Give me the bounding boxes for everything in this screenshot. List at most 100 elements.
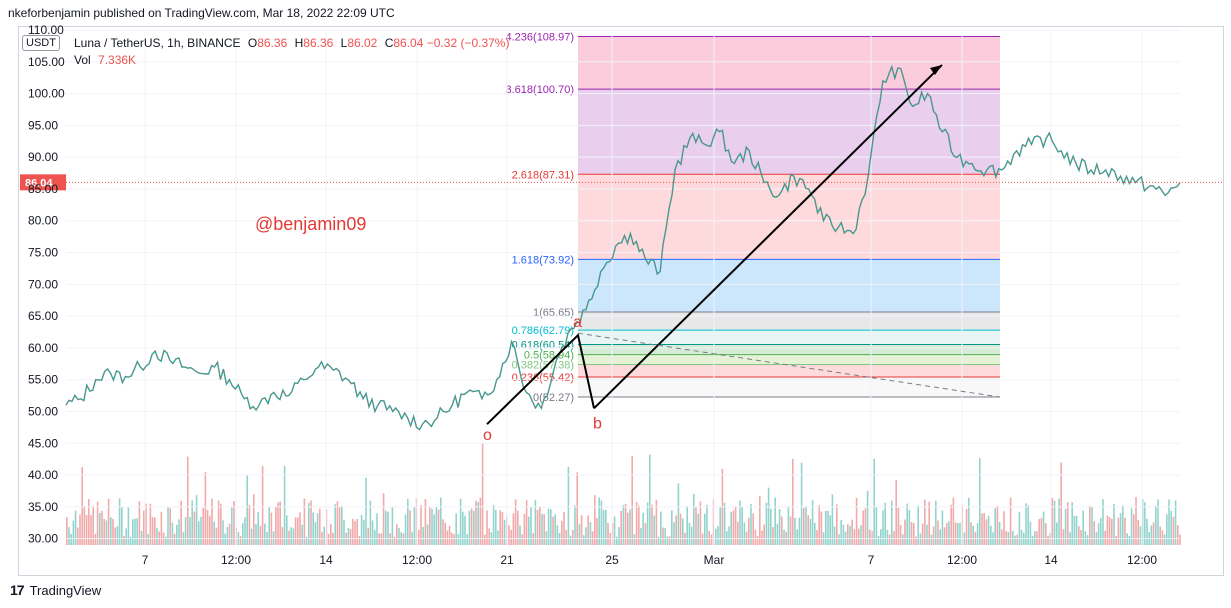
volume-bar [935,500,937,545]
volume-bar [191,500,193,545]
volume-bar [921,523,924,545]
volume-bar [987,515,990,545]
volume-bar [365,477,367,545]
volume-bar [312,512,314,545]
volume-bar [107,498,110,545]
x-tick-label: 12:00 [402,553,432,567]
volume-bar [149,503,152,545]
fib-level-label: 0.786(62.79) [512,325,574,337]
volume-bar [470,508,473,545]
retracement-trend-line [577,332,1001,398]
y-tick-label: 35.00 [28,500,58,514]
volume-bar [1115,535,1117,545]
volume-bar [572,529,574,545]
volume-bar [910,522,913,545]
y-tick-label: 100.00 [28,87,65,101]
volume-bar [1155,505,1157,545]
volume-bar [580,515,583,545]
volume-bar [360,515,363,545]
volume-bar [347,528,350,545]
volume-bar [1144,502,1146,545]
volume-bar [534,499,537,545]
x-tick-label: 21 [500,553,514,567]
volume-bar [484,534,486,545]
volume-bar [77,527,79,545]
volume-bar [1025,503,1027,545]
volume-bar [101,510,103,545]
volume-bar [466,534,468,545]
volume-bar [787,506,790,545]
volume-bar [629,509,631,545]
y-tick-label: 95.00 [28,118,58,132]
volume-bar [418,529,420,545]
volume-bar [74,510,77,545]
fib-level-label: 0(52.27) [533,392,574,404]
volume-bar [114,527,116,545]
volume-bar [1135,497,1137,545]
volume-bar [732,510,735,545]
volume-bar [567,466,570,545]
volume-bar [939,529,941,545]
volume-bar [380,533,383,545]
volume-bar [1053,500,1056,545]
volume-bar [983,513,985,545]
volume-bar [877,535,880,545]
volume-bar [589,522,592,545]
volume-bar [1062,529,1065,545]
volume-bar [646,502,649,545]
volume-bar [468,510,471,545]
volume-bar [607,523,609,545]
currency-badge[interactable]: USDT [22,35,60,51]
volume-bar [970,522,972,545]
volume-bar [578,524,581,545]
volume-bar [897,507,900,545]
volume-bar [316,513,319,545]
volume-value: 7.336K [98,53,137,67]
volume-bar [829,515,831,545]
volume-bar [1036,531,1038,545]
volume-bar [547,508,550,545]
x-tick-label: 14 [1044,553,1058,567]
volume-bar [303,498,306,545]
volume-bar [825,510,827,545]
fib-level-label: 1.618(73.92) [512,254,574,266]
volume-bar [644,523,647,545]
volume-bar [519,525,521,545]
wave-point-label: b [593,415,602,432]
volume-bar [440,497,442,545]
volume-bar [554,514,556,545]
volume-bar [479,497,482,545]
volume-bar [1108,517,1111,545]
volume-bar [899,524,902,545]
volume-bar [495,509,497,545]
volume-bar [1003,511,1005,545]
volume-bar [393,536,396,545]
volume-bar [717,526,719,545]
volume-bar [932,526,935,545]
volume-bar [778,509,781,545]
oab-zigzag [486,333,595,425]
volume-bar [928,501,930,545]
volume-bar [754,529,757,545]
volume-bar [682,518,684,545]
volume-bar [1166,514,1168,545]
volume-bar [620,510,622,545]
volume-bar [481,442,484,545]
y-tick-label: 30.00 [28,532,58,546]
close-label: C [384,36,394,50]
volume-bar [501,512,504,545]
volume-bar [913,523,915,545]
volume-bar [151,517,154,545]
fib-zone [578,354,1000,365]
volume-bar [275,506,277,545]
volume-bar [176,524,178,545]
volume-bar [836,504,838,545]
volume-bar [248,504,251,545]
volume-bar [919,533,922,545]
x-tick-label: 7 [868,553,875,567]
volume-bar [1040,518,1043,545]
volume-bar [391,507,394,545]
fib-zone [578,36,1000,90]
y-tick-label: 65.00 [28,309,58,323]
